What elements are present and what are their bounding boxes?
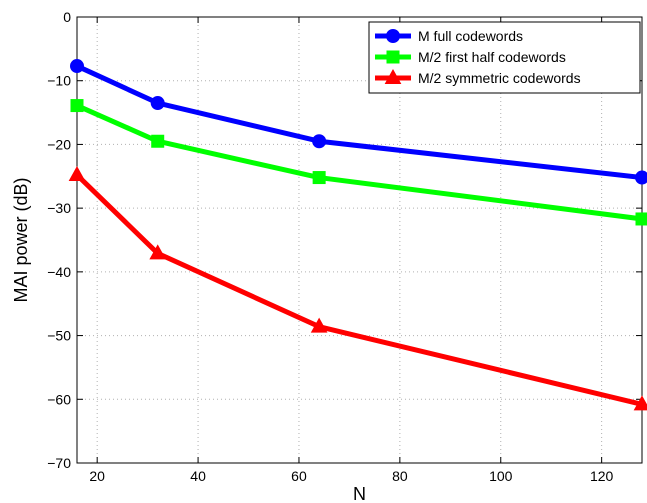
data-point [150, 96, 165, 111]
data-point [312, 134, 327, 149]
data-point [310, 317, 328, 333]
data-point [635, 170, 647, 185]
y-tick-label: −20 [47, 136, 71, 152]
y-tick-label: −30 [47, 200, 71, 216]
x-tick-label: 60 [291, 468, 307, 484]
legend-entry: M full codewords [375, 28, 523, 44]
x-tick-label: 80 [392, 468, 408, 484]
x-tick-label: 40 [190, 468, 206, 484]
data-point [68, 165, 86, 182]
y-tick-label: −40 [47, 264, 71, 280]
legend-label: M full codewords [418, 28, 523, 44]
series-layer [68, 59, 647, 411]
data-point [70, 59, 84, 74]
x-tick-label: 120 [590, 468, 614, 484]
legend-swatch-marker [386, 29, 400, 43]
plot-area [76, 16, 643, 464]
y-tick-label: 0 [63, 9, 71, 25]
legend: M full codewords M/2 first half codewords… [368, 21, 641, 94]
y-tick-label: −10 [47, 73, 71, 89]
series-triangle [68, 165, 647, 411]
data-point [70, 99, 84, 113]
data-point [633, 395, 647, 411]
legend-box [368, 21, 641, 94]
legend-entry: M/2 first half codewords [375, 49, 566, 65]
y-tick-label: −60 [47, 391, 71, 407]
series-square [70, 99, 647, 226]
legend-swatch-marker [386, 50, 400, 64]
legend-label: M/2 first half codewords [418, 49, 566, 65]
y-tick-label: −50 [47, 328, 71, 344]
y-axis-label: MAI power (dB) [11, 177, 31, 302]
x-tick-label: 100 [489, 468, 513, 484]
series-line [75, 103, 643, 222]
data-point [635, 212, 647, 226]
x-tick-label: 20 [89, 468, 105, 484]
series-line [75, 173, 643, 407]
data-point [151, 134, 165, 148]
axis-ticks: 20 40 60 80 100 120 0 −10 −20 −30 −40 −50 −60 −70 [47, 9, 642, 484]
series-circle [70, 59, 647, 185]
data-point [149, 244, 167, 260]
y-tick-label: −70 [47, 455, 71, 471]
series-line [75, 63, 643, 181]
data-point [312, 171, 326, 185]
x-axis-label: N [353, 484, 366, 503]
legend-swatch-marker [384, 68, 402, 84]
legend-label: M/2 symmetric codewords [418, 70, 581, 86]
legend-entry: M/2 symmetric codewords [375, 68, 581, 86]
